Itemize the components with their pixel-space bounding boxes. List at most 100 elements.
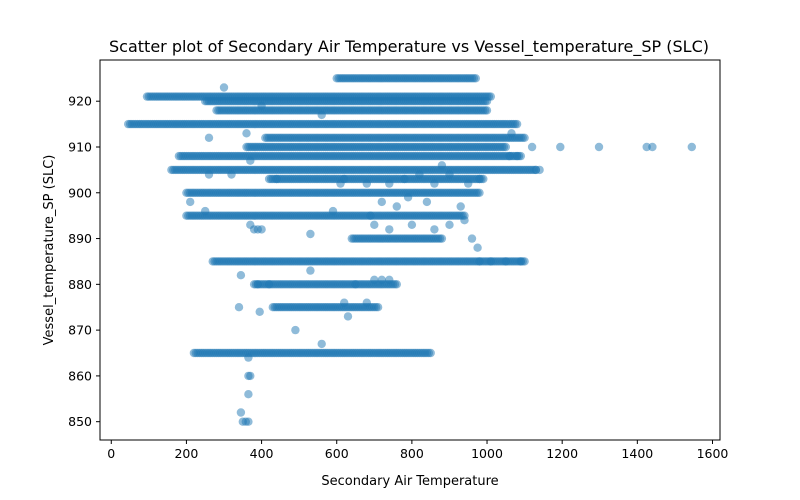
x-tick-label: 400	[250, 446, 274, 461]
scatter-point	[445, 170, 454, 179]
scatter-point	[242, 129, 251, 138]
scatter-point	[377, 275, 386, 284]
scatter-point	[687, 142, 696, 152]
x-tick-label: 800	[400, 446, 424, 461]
scatter-point	[234, 303, 244, 312]
scatter-point	[648, 142, 657, 152]
x-tick-label: 0	[107, 446, 115, 461]
scatter-point	[460, 216, 469, 225]
scatter-point	[516, 257, 525, 266]
points-layer	[124, 74, 696, 426]
scatter-point	[467, 234, 477, 243]
scatter-point	[473, 243, 482, 252]
y-axis-label: Vessel_temperature_SP (SLC)	[42, 155, 57, 346]
scatter-point	[317, 110, 326, 120]
scatter-point	[246, 156, 255, 165]
scatter-point	[306, 266, 315, 275]
scatter-point	[430, 225, 439, 234]
scatter-point	[437, 161, 447, 170]
scatter-point	[204, 133, 214, 142]
x-tick-label: 1000	[471, 446, 503, 461]
scatter-point	[400, 174, 409, 184]
scatter-point	[482, 106, 492, 115]
scatter-point	[475, 188, 484, 197]
scatter-point	[201, 206, 210, 216]
scatter-point	[340, 298, 349, 307]
x-axis-label: Secondary Air Temperature	[321, 474, 498, 489]
chart-title: Scatter plot of Secondary Air Temperatur…	[109, 37, 709, 57]
scatter-point	[306, 229, 315, 239]
y-tick-label: 920	[68, 94, 92, 109]
scatter-point	[486, 257, 495, 266]
scatter-point	[255, 307, 264, 316]
scatter-point	[445, 220, 454, 229]
scatter-point	[343, 312, 353, 321]
scatter-point	[264, 280, 274, 289]
scatter-point	[244, 353, 253, 362]
scatter-point	[520, 133, 529, 142]
scatter-point	[370, 220, 379, 229]
scatter-point	[236, 271, 246, 280]
scatter-point	[392, 280, 401, 289]
scatter-point	[244, 417, 253, 426]
scatter-point	[340, 174, 349, 184]
scatter-point	[456, 202, 465, 211]
scatter-point	[403, 193, 413, 202]
scatter-point	[535, 165, 544, 175]
scatter-point	[246, 220, 255, 229]
scatter-point	[373, 303, 383, 312]
x-tick-label: 600	[325, 446, 349, 461]
scatter-point	[507, 129, 516, 138]
scatter-point	[385, 275, 394, 284]
scatter-point	[244, 390, 253, 399]
scatter-point	[385, 179, 394, 188]
scatter-point	[527, 142, 537, 152]
x-tick-label: 200	[174, 446, 198, 461]
scatter-point	[430, 179, 439, 188]
y-tick-label: 890	[68, 231, 92, 246]
scatter-point	[246, 371, 255, 381]
y-tick-label: 850	[68, 414, 92, 429]
scatter-point	[385, 225, 394, 234]
scatter-point	[501, 142, 510, 152]
y-tick-label: 900	[68, 185, 92, 200]
scatter-point	[407, 220, 417, 229]
scatter-point	[464, 179, 473, 188]
scatter-point	[253, 280, 262, 289]
scatter-point	[257, 101, 266, 111]
scatter-point	[186, 197, 195, 207]
scatter-point	[512, 119, 522, 129]
scatter-point	[505, 151, 514, 161]
scatter-point	[501, 257, 510, 266]
scatter-point	[362, 298, 371, 307]
scatter-point	[317, 339, 326, 349]
y-tick-label: 870	[68, 323, 92, 338]
scatter-point	[512, 151, 522, 161]
plot-frame	[99, 59, 721, 441]
scatter-point	[204, 170, 214, 179]
y-tick-label: 860	[68, 368, 92, 383]
scatter-point	[227, 170, 236, 179]
scatter-point	[475, 174, 484, 184]
scatter-point	[257, 225, 266, 234]
scatter-point	[328, 206, 338, 216]
scatter-point	[437, 234, 447, 243]
scatter-point	[366, 211, 375, 220]
scatter-point	[370, 275, 379, 284]
scatter-point	[594, 142, 604, 152]
scatter-point	[362, 179, 371, 188]
scatter-point	[377, 197, 386, 207]
x-tick-label: 1400	[621, 446, 653, 461]
scatter-point	[351, 280, 360, 289]
scatter-point	[475, 257, 484, 266]
scatter-point	[291, 325, 300, 335]
scatter-point	[482, 97, 492, 106]
scatter-point	[471, 74, 480, 83]
scatter-point	[556, 142, 565, 152]
y-tick-label: 880	[68, 277, 92, 292]
scatter-point	[415, 170, 424, 179]
scatter-point	[219, 83, 229, 92]
y-tick-label: 910	[68, 139, 92, 154]
